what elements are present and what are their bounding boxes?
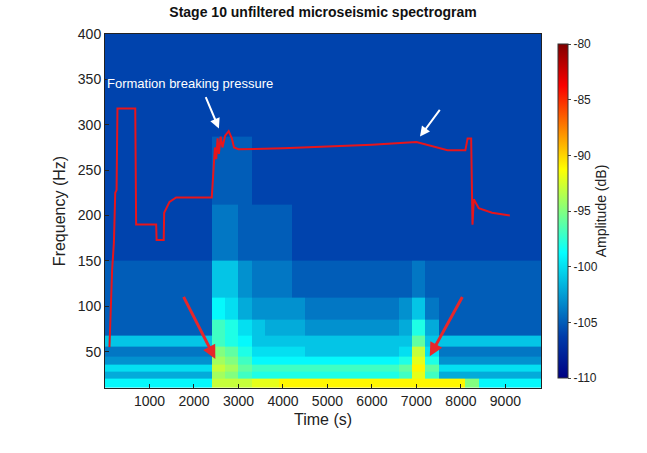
svg-text:250: 250 [78,162,102,178]
svg-text:Amplitude (dB): Amplitude (dB) [593,165,609,258]
svg-text:100: 100 [78,298,102,314]
svg-text:8000: 8000 [445,393,476,409]
svg-text:2000: 2000 [178,393,209,409]
svg-text:300: 300 [78,117,102,133]
svg-text:-80: -80 [573,37,591,51]
svg-text:-110: -110 [573,371,596,385]
svg-text:-90: -90 [573,149,591,163]
svg-text:50: 50 [86,344,102,360]
svg-text:-105: -105 [573,316,597,330]
svg-text:350: 350 [78,71,102,87]
svg-text:Time (s): Time (s) [294,411,352,428]
svg-text:-85: -85 [573,93,591,107]
svg-text:7000: 7000 [401,393,432,409]
svg-text:9000: 9000 [490,393,521,409]
svg-text:6000: 6000 [356,393,387,409]
svg-text:5000: 5000 [312,393,343,409]
svg-text:Formation breaking pressure: Formation breaking pressure [107,76,273,91]
svg-text:4000: 4000 [267,393,298,409]
svg-text:Frequency (Hz): Frequency (Hz) [51,156,68,266]
svg-text:200: 200 [78,207,102,223]
svg-text:-100: -100 [573,260,597,274]
svg-text:150: 150 [78,253,102,269]
svg-text:-95: -95 [573,204,591,218]
svg-text:400: 400 [78,26,102,42]
svg-text:1000: 1000 [134,393,165,409]
svg-text:3000: 3000 [223,393,254,409]
svg-text:Stage 10 unfiltered microseism: Stage 10 unfiltered microseismic spectro… [169,4,476,20]
